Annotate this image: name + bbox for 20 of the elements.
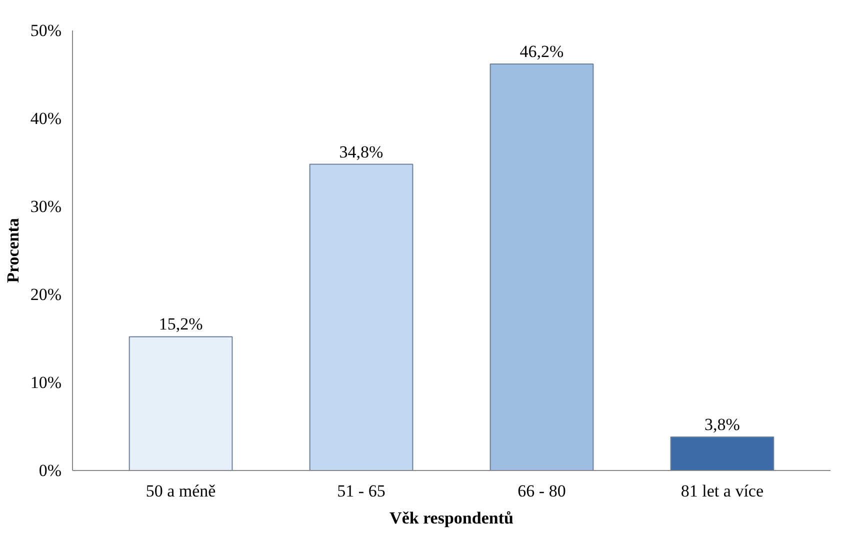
y-tick-label: 50%	[30, 21, 62, 40]
bar	[670, 436, 774, 470]
bar	[309, 164, 414, 470]
data-label: 46,2%	[520, 42, 564, 61]
data-label: 34,8%	[339, 142, 384, 162]
x-tick-label: 50 a méně	[146, 482, 216, 500]
x-tick-label: 66 - 80	[518, 482, 566, 500]
y-axis-title: Procenta	[3, 218, 22, 283]
y-tick-label: 0%	[38, 461, 62, 480]
y-tick-label: 40%	[30, 109, 62, 128]
x-axis-title: Věk respondentů	[390, 508, 514, 528]
bar	[490, 63, 594, 470]
bar	[128, 336, 233, 470]
y-tick-label: 30%	[30, 197, 62, 216]
x-tick-label: 81 let a více	[680, 482, 764, 500]
y-tick-label: 20%	[30, 285, 62, 304]
data-label: 15,2%	[158, 314, 203, 334]
x-tick-label: 51 - 65	[337, 482, 386, 500]
y-tick-label: 10%	[30, 373, 62, 392]
data-label: 3,8%	[704, 415, 740, 434]
